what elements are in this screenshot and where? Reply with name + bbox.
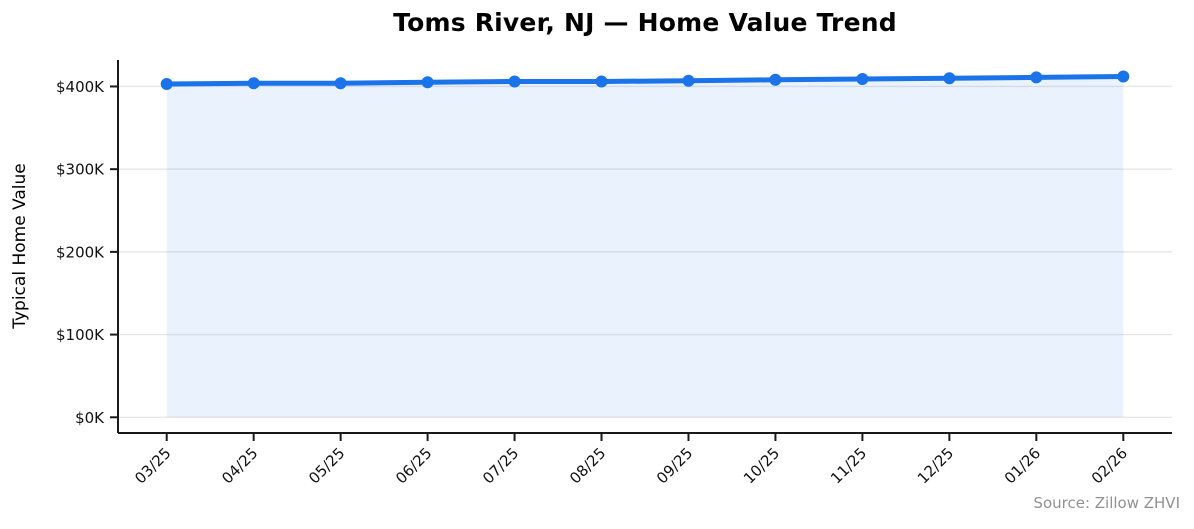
- x-tick-label: 11/25: [827, 444, 870, 487]
- data-point: [856, 73, 869, 85]
- data-point: [1117, 70, 1130, 83]
- x-tick-label: 09/25: [653, 444, 696, 487]
- data-point: [421, 76, 434, 89]
- x-tick-label: 03/25: [131, 444, 174, 487]
- data-point: [769, 73, 782, 86]
- data-point: [1030, 71, 1043, 84]
- x-tick-label: 05/25: [305, 444, 348, 487]
- data-point: [682, 74, 695, 87]
- y-tick-label: $100K: [56, 326, 105, 344]
- x-tick-label: 10/25: [740, 444, 783, 487]
- y-tick-label: $300K: [56, 161, 105, 179]
- x-tick-label: 06/25: [392, 444, 435, 487]
- data-point: [508, 75, 521, 88]
- source-note: Source: Zillow ZHVI: [1033, 494, 1180, 512]
- x-tick-label: 08/25: [566, 444, 609, 487]
- x-tick-label: 01/26: [1001, 444, 1044, 487]
- x-tick-label: 02/26: [1088, 444, 1131, 487]
- data-point: [334, 77, 347, 90]
- y-tick-label: $400K: [56, 78, 105, 96]
- data-point: [247, 77, 260, 90]
- data-point: [943, 72, 956, 85]
- x-tick-label: 12/25: [914, 444, 957, 487]
- trend-line: [164, 74, 1126, 87]
- data-point: [595, 75, 608, 88]
- y-tick-label: $200K: [56, 243, 105, 261]
- data-point: [160, 78, 173, 90]
- y-tick-label: $0K: [75, 409, 105, 427]
- x-tick-label: 04/25: [218, 444, 261, 487]
- chart-title: Toms River, NJ — Home Value Trend: [393, 8, 897, 37]
- x-tick-label: 07/25: [479, 444, 522, 487]
- area-fill: [166, 76, 1124, 418]
